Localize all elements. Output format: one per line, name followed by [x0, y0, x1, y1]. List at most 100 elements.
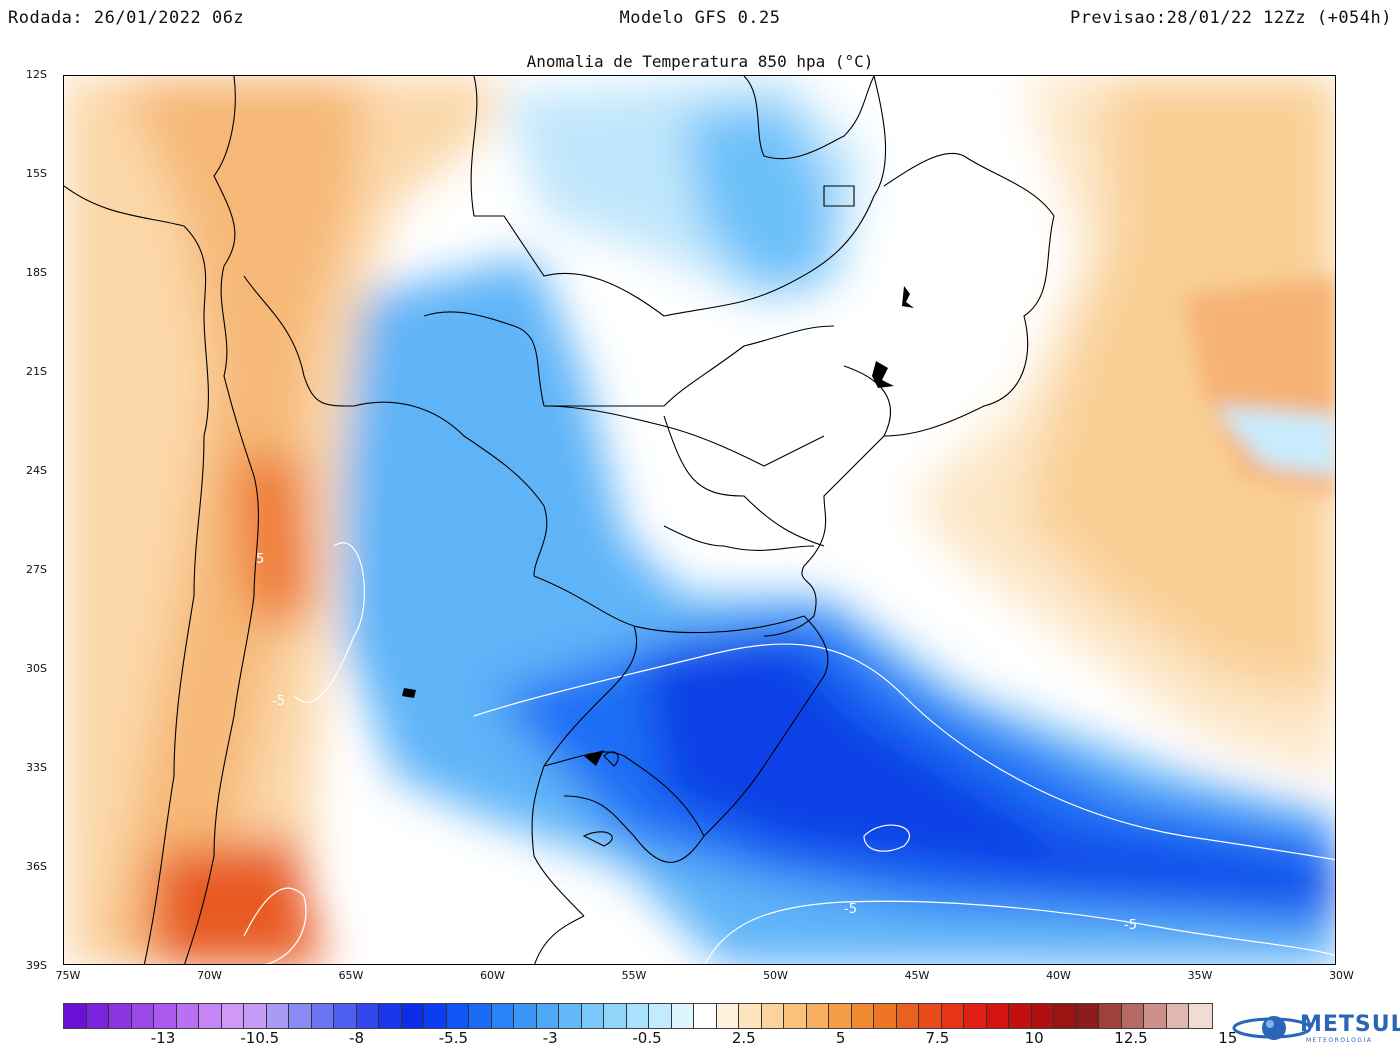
- political-boundaries: [64, 76, 1055, 964]
- colorbar-swatch: [716, 1004, 739, 1028]
- metsul-logo-subtitle: METEOROLOGIA: [1306, 1037, 1373, 1044]
- colorbar-swatch: [851, 1004, 874, 1028]
- colorbar-swatch: [176, 1004, 199, 1028]
- latitude-tick-label: 39S: [26, 959, 47, 972]
- contour-label: -5: [272, 694, 285, 709]
- longitude-tick-label: 30W: [1329, 969, 1354, 982]
- colorbar-swatch: [761, 1004, 784, 1028]
- latitude-tick-label: 21S: [26, 365, 47, 378]
- colorbar-swatch: [379, 1004, 402, 1028]
- colorbar-swatch: [1099, 1004, 1122, 1028]
- colorbar-swatch: [244, 1004, 267, 1028]
- colorbar-swatch: [626, 1004, 649, 1028]
- colorbar-swatch: [221, 1004, 244, 1028]
- latitude-tick-label: 24S: [26, 464, 47, 477]
- latitude-tick-label: 18S: [26, 266, 47, 279]
- colorbar-tick-label: -5.5: [438, 1029, 469, 1047]
- colorbar-swatch: [986, 1004, 1009, 1028]
- colorbar-tick-label: 12.5: [1114, 1029, 1148, 1047]
- colorbar-tick-label: -3: [542, 1029, 558, 1047]
- longitude-tick-label: 55W: [621, 969, 647, 982]
- colorbar-swatch: [874, 1004, 897, 1028]
- colorbar-swatch: [446, 1004, 469, 1028]
- colorbar-swatch: [559, 1004, 582, 1028]
- colorbar-swatch: [356, 1004, 379, 1028]
- colorbar-tick-label: -13: [150, 1029, 176, 1047]
- contour-label: -5: [844, 902, 857, 917]
- colorbar-swatch: [919, 1004, 942, 1028]
- longitude-tick-label: 60W: [480, 969, 505, 982]
- colorbar-swatch: [896, 1004, 919, 1028]
- map-title: Anomalia de Temperatura 850 hpa (°C): [526, 52, 874, 71]
- longitude-tick-label: 65W: [338, 969, 364, 982]
- latitude-tick-label: 15S: [26, 167, 47, 180]
- colorbar-swatch: [64, 1004, 87, 1028]
- colorbar-swatch: [199, 1004, 222, 1028]
- longitude-tick-label: 35W: [1187, 969, 1213, 982]
- colorbar-swatch: [671, 1004, 694, 1028]
- colorbar-tick-label: 15: [1218, 1029, 1238, 1047]
- colorbar-swatch: [581, 1004, 604, 1028]
- colorbar-swatch: [964, 1004, 987, 1028]
- colorbar-swatch: [401, 1004, 424, 1028]
- colorbar-tick-label: -0.5: [632, 1029, 662, 1047]
- colorbar-tick-label: -10.5: [240, 1029, 280, 1047]
- colorbar-swatch: [289, 1004, 312, 1028]
- colorbar-tick-label: 5: [835, 1029, 846, 1047]
- contour-label: -5: [1124, 918, 1137, 933]
- longitude-tick-label: 75W: [55, 969, 81, 982]
- colorbar-swatch: [266, 1004, 289, 1028]
- metsul-logo-text: METSUL: [1300, 1012, 1400, 1037]
- colorbar-swatch: [109, 1004, 132, 1028]
- colorbar-swatch: [1189, 1004, 1212, 1028]
- colorbar-swatch: [469, 1004, 492, 1028]
- colorbar-swatch: [1031, 1004, 1054, 1028]
- colorbar-tick-label: 10: [1024, 1029, 1044, 1047]
- run-time-label: Rodada: 26/01/2022 06z: [8, 8, 245, 28]
- forecast-time-label: Previsao:28/01/22 12Zz (+054h): [1069, 8, 1392, 28]
- colorbar-swatch: [806, 1004, 829, 1028]
- contour-lines: [243, 542, 1335, 964]
- colorbar-swatch: [1166, 1004, 1189, 1028]
- colorbar-tick-label: 2.5: [731, 1029, 756, 1047]
- colorbar-swatch: [491, 1004, 514, 1028]
- lakes: [402, 286, 914, 766]
- contour-label: 5: [256, 552, 265, 567]
- colorbar-swatch: [1121, 1004, 1144, 1028]
- colorbar-swatch: [941, 1004, 964, 1028]
- colorbar-swatch: [649, 1004, 672, 1028]
- colorbar-swatch: [829, 1004, 852, 1028]
- latitude-tick-label: 12S: [26, 68, 47, 81]
- colorbar-swatch: [311, 1004, 334, 1028]
- colorbar-swatch: [1144, 1004, 1167, 1028]
- longitude-tick-label: 40W: [1046, 969, 1071, 982]
- latitude-tick-label: 36S: [26, 860, 47, 873]
- latitude-tick-label: 30S: [26, 662, 47, 675]
- colorbar-swatch: [154, 1004, 177, 1028]
- model-label: Modelo GFS 0.25: [619, 8, 781, 28]
- colorbar-swatch: [86, 1004, 109, 1028]
- map-canvas: [64, 76, 1335, 964]
- colorbar-swatch: [784, 1004, 807, 1028]
- colorbar-swatch: [1054, 1004, 1077, 1028]
- colorbar-swatch: [604, 1004, 627, 1028]
- colorbar-swatch: [131, 1004, 154, 1028]
- colorbar-tick-label: -8: [349, 1029, 365, 1047]
- anomaly-map: 5 -5 -5 -5: [63, 75, 1336, 965]
- colorbar-swatch: [334, 1004, 357, 1028]
- metsul-globe-icon: [1232, 1016, 1312, 1040]
- latitude-tick-label: 27S: [26, 563, 47, 576]
- latitude-tick-label: 33S: [26, 761, 47, 774]
- longitude-tick-label: 70W: [197, 969, 222, 982]
- longitude-tick-label: 45W: [904, 969, 930, 982]
- colorbar-swatch: [1076, 1004, 1099, 1028]
- colorbar-swatch: [694, 1004, 717, 1028]
- longitude-tick-label: 50W: [763, 969, 788, 982]
- colorbar-swatch: [514, 1004, 537, 1028]
- colorbar: [63, 1003, 1213, 1029]
- colorbar-swatch: [1009, 1004, 1032, 1028]
- colorbar-swatch: [536, 1004, 559, 1028]
- colorbar-tick-label: 7.5: [925, 1029, 950, 1047]
- colorbar-swatch: [739, 1004, 762, 1028]
- colorbar-swatch: [424, 1004, 447, 1028]
